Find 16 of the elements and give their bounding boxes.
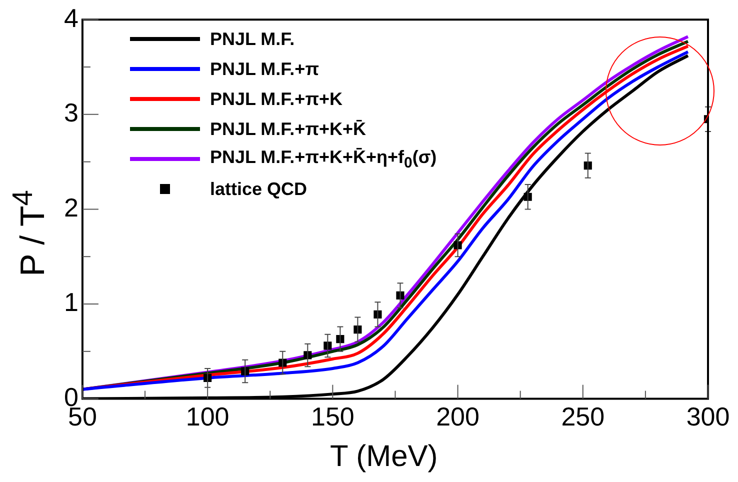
- y-tick-label: 4: [64, 2, 78, 33]
- x-tick-label: 200: [436, 402, 480, 432]
- legend-label: PNJL M.F.+π+K+K̄+η+f$_{0}$(σ): [210, 146, 437, 172]
- x-tick-label: 150: [310, 402, 354, 432]
- legend-label: PNJL M.F.+π: [210, 58, 319, 80]
- x-tick-label: 100: [186, 402, 230, 432]
- legend-label: PNJL M.F.+π+K: [210, 88, 342, 110]
- y-tick-label: 2: [64, 192, 78, 222]
- legend-label: PNJL M.F.: [210, 28, 295, 50]
- x-tick-label: 300: [686, 402, 730, 432]
- legend-label: PNJL M.F.+π+K+K̄: [210, 118, 366, 140]
- y-tick-label: 1: [64, 287, 78, 318]
- x-tick-label: 250: [561, 402, 605, 432]
- legend-label: lattice QCD: [210, 178, 308, 200]
- x-axis-title: T (MeV): [330, 440, 438, 474]
- y-tick-label: 3: [64, 98, 78, 128]
